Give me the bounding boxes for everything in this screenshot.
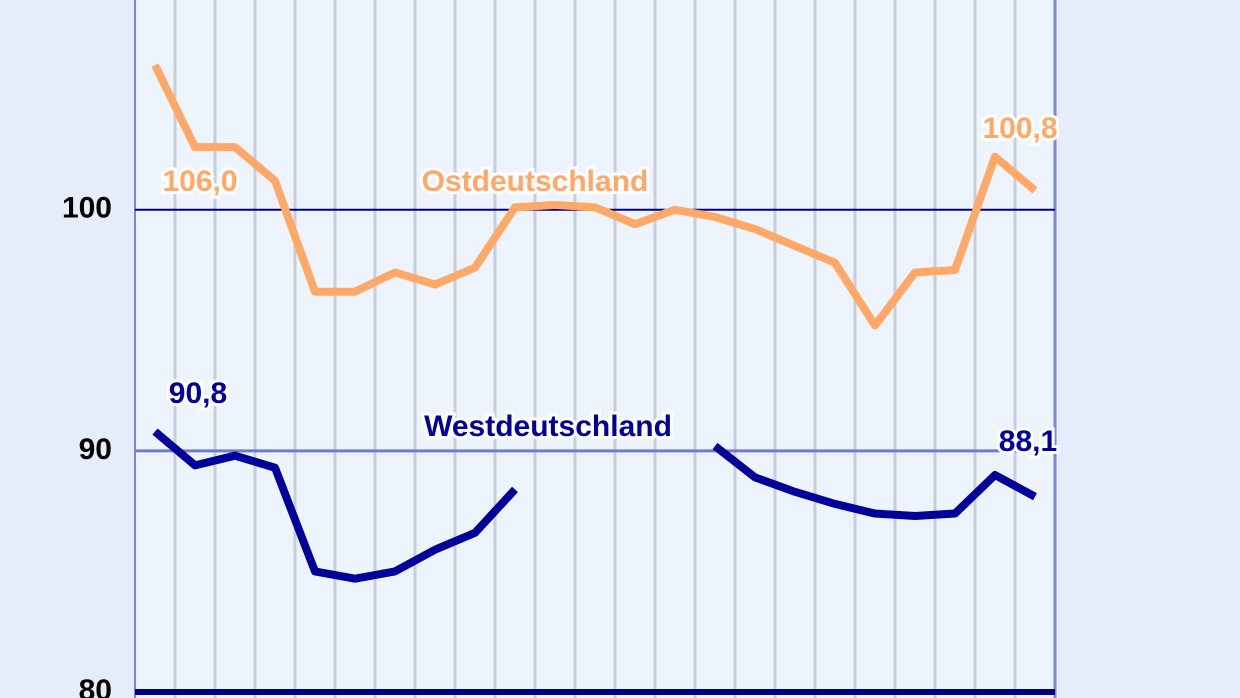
series-label: Ostdeutschland bbox=[422, 165, 649, 198]
y-tick-label: 100 bbox=[62, 192, 112, 225]
data-label: 90,8 bbox=[169, 377, 227, 410]
series-line bbox=[152, 428, 1037, 583]
series-label: Westdeutschland bbox=[424, 410, 672, 443]
data-label: 100,8 bbox=[982, 112, 1057, 145]
y-tick-label: 90 bbox=[79, 433, 112, 466]
y-tick-label: 80 bbox=[79, 674, 112, 698]
series-line bbox=[151, 63, 1038, 330]
data-label: 88,1 bbox=[999, 425, 1057, 458]
plot-area bbox=[135, 0, 1055, 698]
data-label: 106,0 bbox=[162, 165, 237, 198]
